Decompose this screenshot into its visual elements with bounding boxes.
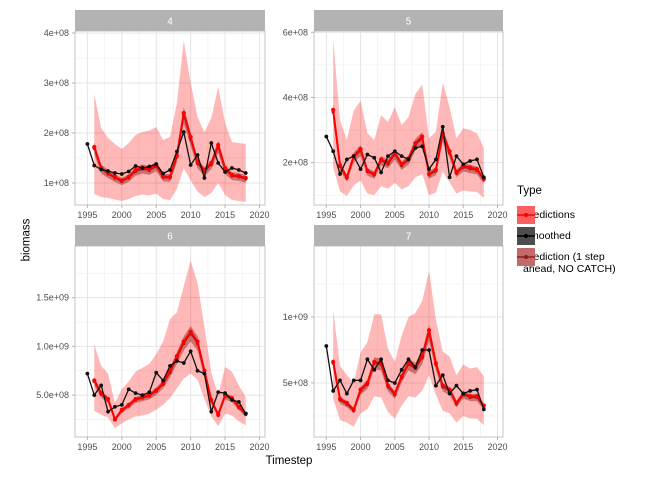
facet-strip xyxy=(314,225,503,246)
smoothed-points xyxy=(85,349,248,416)
facet-strip xyxy=(75,10,265,31)
x-tick-label: 2010 xyxy=(419,210,439,220)
gridlines xyxy=(75,31,265,205)
x-tick-label: 2005 xyxy=(385,442,405,452)
x-tick-label: 1995 xyxy=(77,442,97,452)
y-tick-label: 1e+08 xyxy=(44,178,69,188)
x-tick-label: 2020 xyxy=(488,442,508,452)
y-tick-label: 4e+08 xyxy=(44,28,69,38)
onestep-prediction-ribbon xyxy=(333,324,484,414)
x-tick-label: 2015 xyxy=(453,210,473,220)
x-tick-label: 2010 xyxy=(181,210,201,220)
predictions-points xyxy=(92,329,248,422)
facet-strip xyxy=(314,10,503,31)
legend-title: Type xyxy=(517,185,542,197)
axis-labels: 1995 2000 2005 2010 2015 2020 5e+08 1e+09 xyxy=(283,312,508,452)
x-tick-label: 1995 xyxy=(77,210,97,220)
smoothed-points xyxy=(85,130,248,180)
panel-background xyxy=(314,246,503,437)
y-tick-label: 5e+08 xyxy=(283,378,308,388)
x-tick-label: 2020 xyxy=(249,210,269,220)
x-tick-label: 2000 xyxy=(112,442,132,452)
x-tick-label: 2010 xyxy=(419,442,439,452)
y-tick-label: 6e+08 xyxy=(283,27,308,37)
facet-strip-label: 5 xyxy=(406,17,412,28)
facet-panel-4: 1995 2000 2005 2010 2015 2020 1e+08 2e+08 3e+08 4… xyxy=(44,10,270,220)
y-tick-label: 3e+08 xyxy=(44,78,69,88)
y-tick-label: 2e+08 xyxy=(283,158,308,168)
legend-entry-predictions: Predictions xyxy=(517,206,669,224)
gridlines xyxy=(314,246,503,437)
x-tick-label: 2000 xyxy=(112,210,132,220)
legend-label-predictions: Predictions xyxy=(523,209,575,221)
x-tick-label: 2020 xyxy=(488,210,508,220)
y-tick-label: 5.0e+08 xyxy=(36,390,69,400)
x-tick-label: 1995 xyxy=(316,210,336,220)
x-tick-label: 2020 xyxy=(249,442,269,452)
facet-panel-7: 1995 2000 2005 2010 2015 2020 5e+08 1e+09 7 xyxy=(283,225,508,452)
legend: Type Predictions Smoothed Predi xyxy=(517,185,669,281)
y-tick-label: 1e+09 xyxy=(283,312,308,322)
x-tick-label: 2005 xyxy=(146,442,166,452)
x-tick-label: 2015 xyxy=(215,210,235,220)
gridlines xyxy=(75,246,265,437)
y-tick-label: 4e+08 xyxy=(283,92,308,102)
facet-strip-label: 7 xyxy=(406,232,412,243)
smoothed-points xyxy=(324,124,486,180)
y-tick-label: 2e+08 xyxy=(44,128,69,138)
legend-label-onestep: Prediction (1 step ahead, NO CATCH) xyxy=(523,251,616,276)
x-tick-label: 2015 xyxy=(453,442,473,452)
axis-labels: 1995 2000 2005 2010 2015 2020 2e+08 4e+08 6e+08 xyxy=(283,27,508,220)
legend-entry-onestep: Prediction (1 step ahead, NO CATCH) xyxy=(517,248,669,275)
axis-labels: 1995 2000 2005 2010 2015 2020 1e+08 2e+08 3e+08 4… xyxy=(44,28,270,220)
y-tick-label: 1.0e+09 xyxy=(36,341,69,351)
x-tick-label: 2010 xyxy=(181,442,201,452)
facet-strip-label: 4 xyxy=(167,17,173,28)
axis-labels: 1995 2000 2005 2010 2015 2020 5.0e+08 1.0e+09 1.… xyxy=(36,293,269,452)
facet-strip xyxy=(75,225,265,246)
onestep-prediction-key-icon xyxy=(517,248,535,267)
legend-entry-smoothed: Smoothed xyxy=(517,227,669,246)
x-tick-label: 2000 xyxy=(351,442,371,452)
facet-panel-6: 1995 2000 2005 2010 2015 2020 5.0e+08 1.0e+09 1.… xyxy=(36,225,270,452)
x-axis-title: Timestep xyxy=(265,455,313,467)
x-tick-label: 2005 xyxy=(385,210,405,220)
facet-strip-label: 6 xyxy=(167,232,173,243)
x-tick-label: 2005 xyxy=(146,210,166,220)
x-tick-label: 1995 xyxy=(316,442,336,452)
x-tick-label: 2015 xyxy=(215,442,235,452)
smoothed-key-icon xyxy=(517,227,535,246)
x-tick-label: 2000 xyxy=(351,210,371,220)
predictions-key-icon xyxy=(517,206,535,224)
y-tick-label: 1.5e+09 xyxy=(36,293,69,303)
facet-panel-5: 1995 2000 2005 2010 2015 2020 2e+08 4e+08 6e+08 5 xyxy=(283,10,508,220)
smoothed-points xyxy=(324,344,486,412)
predictions-ribbon xyxy=(333,38,484,198)
